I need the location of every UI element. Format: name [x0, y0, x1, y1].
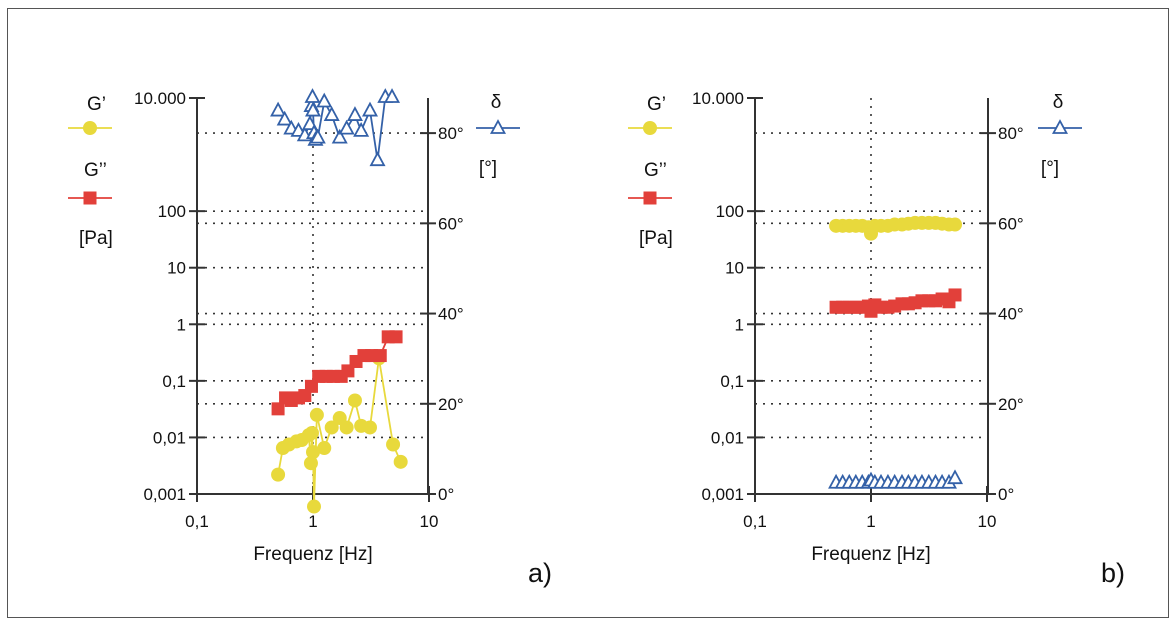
- data-point: [309, 128, 326, 144]
- legend-delta-label: δ: [1053, 92, 1064, 113]
- series-G-0: [829, 215, 963, 241]
- data-point: [339, 420, 354, 435]
- data-point: [347, 393, 362, 408]
- legend-gdoubleprime-label: G’’: [644, 160, 667, 181]
- data-point: [276, 110, 293, 126]
- data-point: [306, 499, 321, 514]
- series-δ-2: [270, 88, 401, 167]
- y-right-tick-label: 40°: [438, 305, 464, 324]
- data-point: [316, 92, 333, 108]
- legend-gdoubleprime-marker: [83, 191, 97, 205]
- x-tick-label: 0,1: [743, 512, 767, 531]
- series-G-0: [271, 351, 408, 514]
- legend-gprime-marker: [643, 121, 657, 135]
- legend-gprime-marker: [83, 121, 97, 135]
- legend-gdoubleprime-label: G’’: [84, 160, 107, 181]
- data-point: [948, 217, 963, 232]
- series-δ-2: [828, 469, 964, 489]
- data-point: [393, 454, 408, 469]
- y-left-tick-label: 0,1: [162, 372, 186, 391]
- y-left-unit: [Pa]: [79, 228, 113, 249]
- y-left-tick-label: 0,01: [153, 428, 186, 447]
- data-point: [384, 88, 401, 103]
- y-left-tick-label: 100: [158, 202, 186, 221]
- data-point: [304, 101, 322, 117]
- y-right-tick-label: 80°: [438, 124, 464, 143]
- data-point: [353, 121, 370, 137]
- y-left-tick-label: 10: [167, 259, 186, 278]
- y-right-tick-label: 40°: [998, 305, 1024, 324]
- data-point: [331, 128, 348, 144]
- x-axis-label: Frequenz [Hz]: [811, 544, 930, 565]
- y-right-tick-label: 0°: [998, 485, 1014, 504]
- y-right-tick-label: 60°: [998, 214, 1024, 233]
- data-point: [317, 441, 332, 456]
- y-right-tick-label: 20°: [438, 395, 464, 414]
- data-point: [324, 420, 339, 435]
- panel-label: b): [1101, 558, 1125, 588]
- y-left-tick-label: 10: [725, 259, 744, 278]
- data-point: [389, 330, 403, 344]
- y-left-tick-label: 0,01: [711, 428, 744, 447]
- data-point: [386, 437, 401, 452]
- y-right-tick-label: 0°: [438, 485, 454, 504]
- data-point: [271, 402, 285, 416]
- y-left-tick-label: 0,001: [143, 485, 186, 504]
- y-left-unit: [Pa]: [639, 228, 673, 249]
- data-point: [271, 467, 286, 482]
- data-point: [361, 101, 379, 117]
- data-point: [323, 106, 340, 121]
- data-point: [362, 420, 377, 435]
- data-point: [306, 445, 320, 460]
- y-left-tick-label: 10.000: [134, 89, 186, 108]
- y-right-tick-label: 60°: [438, 214, 464, 233]
- panel-b: 0,001 0,01 0,1 1 10 100 10.000 0° 20° 40° 60° 80° 0,…: [628, 89, 1125, 588]
- data-point: [346, 106, 363, 121]
- panel-label: a): [528, 558, 552, 588]
- data-point: [309, 407, 324, 422]
- legend-gprime-label: G’: [647, 94, 666, 115]
- y-left-tick-label: 100: [716, 202, 744, 221]
- legend-gprime-label: G’: [87, 94, 106, 115]
- data-point: [303, 456, 318, 471]
- legend-gdoubleprime-marker: [643, 191, 657, 205]
- y-right-unit: [°]: [1041, 158, 1059, 179]
- series-G-1: [271, 330, 403, 416]
- data-point: [948, 288, 962, 302]
- y-left-tick-label: 0,1: [720, 372, 744, 391]
- data-point: [373, 349, 387, 363]
- data-point: [270, 101, 287, 117]
- x-tick-label: 1: [866, 512, 875, 531]
- data-point: [369, 151, 386, 167]
- series-G-1: [829, 288, 962, 318]
- legend-delta-marker: [489, 119, 507, 134]
- y-right-tick-label: 80°: [998, 124, 1024, 143]
- data-point: [947, 469, 964, 485]
- data-point: [304, 88, 321, 103]
- y-left-tick-label: 1: [177, 315, 186, 334]
- legend-delta-label: δ: [491, 92, 502, 113]
- y-left-tick-label: 1: [735, 315, 744, 334]
- y-left-tick-label: 10.000: [692, 89, 744, 108]
- x-tick-label: 10: [978, 512, 997, 531]
- panel-a: 0,001 0,01 0,1 1 10 100 10.000 0° 20° 40° 60° 80° 0,…: [68, 88, 552, 588]
- y-left-tick-label: 0,001: [701, 485, 744, 504]
- y-right-tick-label: 20°: [998, 395, 1024, 414]
- figure-frame: [7, 8, 1169, 618]
- x-tick-label: 0,1: [185, 512, 209, 531]
- x-tick-label: 10: [420, 512, 439, 531]
- data-point: [304, 379, 318, 393]
- data-point: [304, 425, 319, 440]
- x-axis-label: Frequenz [Hz]: [253, 544, 372, 565]
- x-tick-label: 1: [308, 512, 317, 531]
- y-right-unit: [°]: [479, 158, 497, 179]
- data-point: [338, 119, 355, 135]
- legend-delta-marker: [1051, 119, 1069, 134]
